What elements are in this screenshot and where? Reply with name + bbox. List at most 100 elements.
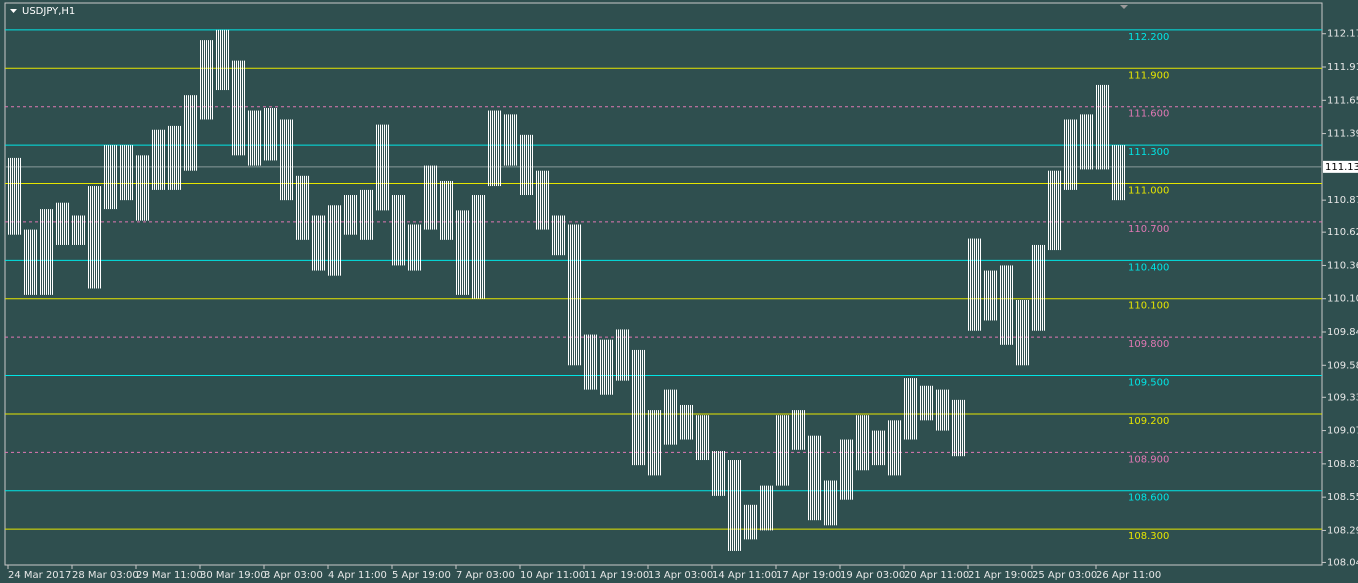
price-bar [1048, 170, 1062, 251]
price-bar [280, 119, 294, 201]
price-bar [296, 175, 310, 240]
y-tick-label: 110.36 [1327, 260, 1358, 271]
price-bar [376, 124, 390, 211]
y-tick-label: 109.58 [1327, 360, 1358, 371]
y-tick-label: 110.10 [1327, 294, 1358, 305]
current-price-label: 111.13 [1325, 162, 1358, 173]
price-bar [824, 480, 838, 526]
price-bar [600, 339, 614, 395]
price-bar [1112, 145, 1126, 201]
price-bar [264, 107, 278, 161]
price-bar [72, 215, 86, 245]
x-tick-label: 28 Mar 03:00 [72, 570, 139, 581]
price-bar [520, 134, 534, 196]
price-bar [424, 165, 438, 230]
x-tick-label: 19 Apr 03:00 [840, 570, 905, 581]
price-bar [552, 215, 566, 256]
price-bar [504, 114, 518, 166]
price-bar [312, 215, 326, 271]
price-bar [664, 389, 678, 445]
y-tick-label: 111.91 [1327, 62, 1358, 73]
level-label: 111.000 [1128, 186, 1169, 197]
y-tick-label: 112.17 [1327, 29, 1358, 40]
price-bar [696, 415, 710, 461]
level-label: 110.100 [1128, 301, 1169, 312]
level-label: 108.600 [1128, 493, 1169, 504]
price-bar [872, 430, 886, 466]
price-bar [728, 460, 742, 551]
x-tick-label: 25 Apr 03:00 [1032, 570, 1097, 581]
price-bar [328, 205, 342, 276]
price-bar [24, 229, 38, 295]
price-bar [232, 60, 246, 156]
level-label: 109.200 [1128, 416, 1169, 427]
price-bar [632, 349, 646, 466]
price-bar [968, 238, 982, 331]
price-bar [904, 378, 918, 440]
price-bar [648, 410, 662, 476]
price-bar [200, 40, 214, 120]
price-bar [568, 224, 582, 366]
menu-arrow[interactable] [10, 9, 17, 13]
x-tick-label: 24 Mar 2017 [8, 570, 71, 581]
y-tick-label: 110.62 [1327, 227, 1358, 238]
price-bar [440, 180, 454, 240]
y-tick-label: 108.81 [1327, 459, 1358, 470]
level-label: 109.800 [1128, 339, 1169, 350]
level-label: 110.700 [1128, 224, 1169, 235]
price-bar [1016, 300, 1030, 366]
price-bar [248, 110, 262, 166]
y-tick-label: 111.39 [1327, 129, 1358, 140]
x-tick-label: 21 Apr 19:00 [968, 570, 1033, 581]
price-bar [1064, 119, 1078, 190]
price-bar [56, 202, 70, 245]
price-bar [792, 410, 806, 450]
price-bar [456, 210, 470, 295]
x-tick-label: 17 Apr 19:00 [776, 570, 841, 581]
level-label: 112.200 [1128, 32, 1169, 43]
x-tick-label: 5 Apr 19:00 [392, 570, 451, 581]
x-tick-label: 13 Apr 03:00 [648, 570, 713, 581]
price-bar [184, 95, 198, 171]
price-bar [776, 415, 790, 486]
x-tick-label: 3 Apr 03:00 [264, 570, 323, 581]
y-tick-label: 108.04 [1327, 557, 1358, 568]
price-bar [1000, 265, 1014, 345]
x-tick-label: 11 Apr 19:00 [584, 570, 649, 581]
price-bar [984, 270, 998, 321]
level-label: 111.300 [1128, 147, 1169, 158]
x-tick-label: 30 Mar 19:00 [200, 570, 267, 581]
plot-frame [4, 2, 1323, 566]
price-bar [888, 420, 902, 476]
y-tick-label: 109.07 [1327, 426, 1358, 437]
price-bar [856, 415, 870, 471]
y-tick-label: 110.87 [1327, 195, 1358, 206]
x-tick-label: 29 Mar 11:00 [136, 570, 203, 581]
price-bar [536, 170, 550, 230]
y-tick-label: 108.29 [1327, 525, 1358, 536]
price-bar [136, 155, 150, 221]
y-tick-label: 108.55 [1327, 492, 1358, 503]
price-bar [152, 129, 166, 190]
price-bar [712, 451, 726, 496]
price-bar [920, 385, 934, 421]
y-tick-label: 111.65 [1327, 95, 1358, 106]
price-bar [40, 209, 54, 295]
price-bar [344, 195, 358, 235]
price-bar [216, 29, 230, 91]
price-bar [936, 389, 950, 431]
price-bar [1096, 84, 1110, 170]
x-tick-label: 20 Apr 11:00 [904, 570, 969, 581]
level-label: 110.400 [1128, 262, 1169, 273]
price-bar [488, 110, 502, 187]
price-bar [808, 435, 822, 521]
price-bar [472, 195, 486, 299]
price-bar [8, 157, 22, 235]
level-label: 108.900 [1128, 454, 1169, 465]
price-bar [680, 404, 694, 440]
y-tick-label: 109.33 [1327, 392, 1358, 403]
x-tick-label: 14 Apr 11:00 [712, 570, 777, 581]
level-label: 111.600 [1128, 109, 1169, 120]
